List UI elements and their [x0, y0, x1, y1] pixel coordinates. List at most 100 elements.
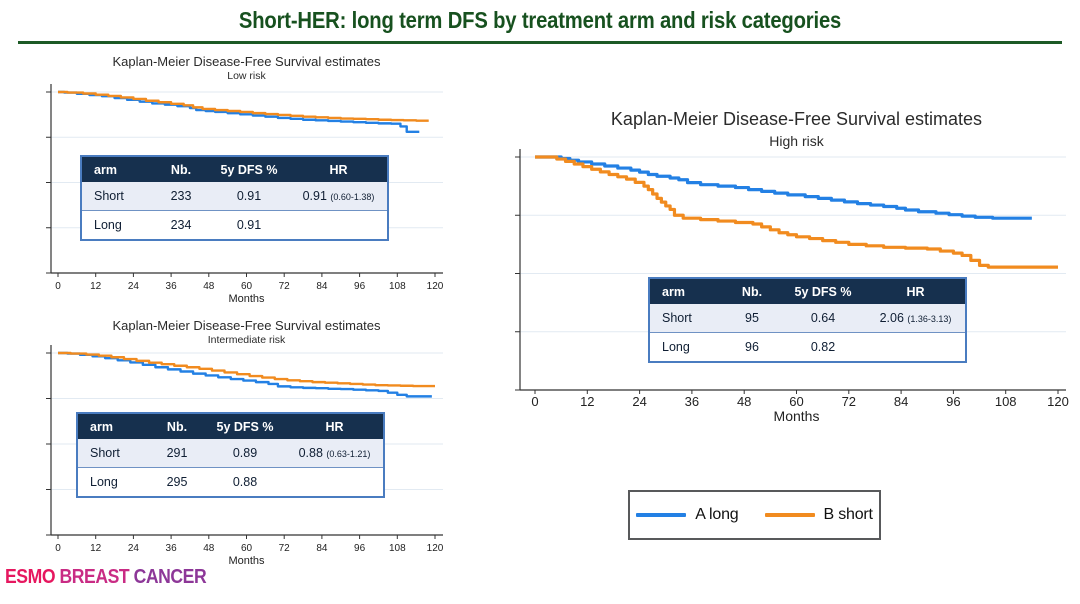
legend-label: B short — [823, 506, 873, 523]
arm-cell: Long — [649, 332, 724, 362]
legend-line-swatch — [764, 513, 815, 517]
logo-word: CANCER — [133, 566, 207, 588]
nb-cell: 291 — [150, 439, 204, 468]
x-tick-label: 24 — [632, 394, 646, 409]
col-header-dfs: 5y DFS % — [208, 156, 290, 182]
chart-title: Kaplan-Meier Disease-Free Survival estim… — [112, 54, 381, 69]
dfs-cell: 0.82 — [780, 332, 866, 362]
km-chart-low-risk: 0 12 24 36 48 60 72 84 96 108 120 Months Kaplan-Mei… — [10, 52, 460, 310]
col-header-hr: HR — [290, 156, 388, 182]
nb-cell: 233 — [154, 182, 208, 211]
x-tick-label: 96 — [946, 394, 960, 409]
x-tick-label: 84 — [316, 543, 328, 554]
x-tick-label: 24 — [128, 281, 140, 292]
dfs-table-low-risk: arm Nb. 5y DFS % HR Short 233 0.91 0.91 … — [80, 155, 389, 241]
table-row: Long 234 0.91 — [81, 210, 388, 240]
x-tick-label: 0 — [55, 543, 61, 554]
x-tick-label: 120 — [1047, 394, 1069, 409]
x-tick-label: 48 — [203, 543, 215, 554]
x-tick-label: 84 — [316, 281, 328, 292]
series-line-a-long — [58, 90, 420, 134]
x-tick-label: 12 — [580, 394, 594, 409]
title-underline — [18, 41, 1062, 44]
dfs-cell: 0.89 — [204, 439, 286, 468]
hr-cell — [286, 467, 384, 497]
logo-word: ESMO — [5, 566, 56, 588]
x-tick-label: 84 — [894, 394, 908, 409]
x-tick-label: 36 — [166, 281, 178, 292]
x-tick-label: 72 — [842, 394, 856, 409]
nb-cell: 96 — [724, 332, 780, 362]
x-tick-label: 12 — [90, 281, 102, 292]
col-header-nb: Nb. — [154, 156, 208, 182]
x-tick-label: 36 — [166, 543, 178, 554]
x-axis-label: Months — [774, 408, 820, 424]
col-header-arm: arm — [649, 278, 724, 304]
km-chart-high-risk: 0 12 24 36 48 60 72 84 96 108 120 Months Kaplan-Mei… — [495, 105, 1080, 427]
hr-ci: (1.36-3.13) — [907, 314, 952, 324]
hr-cell — [290, 210, 388, 240]
x-tick-label: 48 — [737, 394, 751, 409]
x-tick-label: 120 — [427, 281, 444, 292]
hr-value: 2.06 — [879, 311, 904, 325]
x-tick-label: 0 — [55, 281, 61, 292]
x-axis-label: Months — [228, 555, 265, 567]
col-header-nb: Nb. — [724, 278, 780, 304]
col-header-arm: arm — [81, 156, 154, 182]
arm-cell: Short — [77, 439, 150, 468]
hr-ci: (0.63-1.21) — [326, 449, 371, 459]
dfs-table-high-risk: arm Nb. 5y DFS % HR Short 95 0.64 2.06 (… — [648, 277, 967, 363]
chart-subtitle: Intermediate risk — [207, 334, 286, 346]
esmo-breast-cancer-logo: ESMO BREAST CANCER — [5, 566, 211, 589]
legend-item: A long — [636, 506, 739, 524]
table-row: Long 96 0.82 — [649, 332, 966, 362]
legend: A long B short — [628, 490, 881, 540]
table-row: Long 295 0.88 — [77, 467, 384, 497]
hr-cell — [866, 332, 966, 362]
hr-cell: 0.88 (0.63-1.21) — [286, 439, 384, 468]
nb-cell: 95 — [724, 304, 780, 333]
x-tick-label: 72 — [279, 281, 291, 292]
series-line-b-short — [58, 351, 435, 388]
nb-cell: 234 — [154, 210, 208, 240]
km-chart-intermediate-risk: 0 12 24 36 48 60 72 84 96 108 120 Months Kaplan-Mei… — [10, 312, 460, 572]
hr-cell: 0.91 (0.60-1.38) — [290, 182, 388, 211]
table-header-row: arm Nb. 5y DFS % HR — [77, 413, 384, 439]
x-tick-label: 108 — [389, 281, 406, 292]
dfs-table-intermediate-risk: arm Nb. 5y DFS % HR Short 291 0.89 0.88 … — [76, 412, 385, 498]
x-tick-label: 24 — [128, 543, 140, 554]
chart-title: Kaplan-Meier Disease-Free Survival estim… — [112, 318, 381, 333]
hr-value: 0.88 — [298, 446, 323, 460]
x-axis-label: Months — [228, 293, 265, 305]
dfs-cell: 0.91 — [208, 182, 290, 211]
chart-title: Kaplan-Meier Disease-Free Survival estim… — [610, 109, 983, 129]
col-header-dfs: 5y DFS % — [204, 413, 286, 439]
x-tick-label: 108 — [389, 543, 406, 554]
hr-ci: (0.60-1.38) — [330, 192, 375, 202]
series-line-b-short — [58, 90, 429, 122]
col-header-hr: HR — [286, 413, 384, 439]
series-line-a-long — [58, 351, 432, 398]
series-line-b-short — [535, 155, 1058, 269]
km-plot-high-risk: 0 12 24 36 48 60 72 84 96 108 120 Months — [515, 149, 1069, 424]
chart-subtitle: Low risk — [227, 70, 266, 82]
col-header-hr: HR — [866, 278, 966, 304]
arm-cell: Long — [77, 467, 150, 497]
logo-word: BREAST — [59, 566, 130, 588]
table-row: Short 233 0.91 0.91 (0.60-1.38) — [81, 182, 388, 211]
hr-cell: 2.06 (1.36-3.13) — [866, 304, 966, 333]
table-header-row: arm Nb. 5y DFS % HR — [649, 278, 966, 304]
x-tick-label: 60 — [241, 281, 253, 292]
slide-title: Short-HER: long term DFS by treatment ar… — [238, 7, 842, 33]
legend-line-swatch — [636, 513, 687, 517]
nb-cell: 295 — [150, 467, 204, 497]
x-tick-label: 0 — [531, 394, 538, 409]
arm-cell: Short — [81, 182, 154, 211]
table-row: Short 95 0.64 2.06 (1.36-3.13) — [649, 304, 966, 333]
x-tick-label: 48 — [203, 281, 215, 292]
dfs-cell: 0.88 — [204, 467, 286, 497]
table-header-row: arm Nb. 5y DFS % HR — [81, 156, 388, 182]
legend-label: A long — [695, 506, 739, 523]
table-row: Short 291 0.89 0.88 (0.63-1.21) — [77, 439, 384, 468]
